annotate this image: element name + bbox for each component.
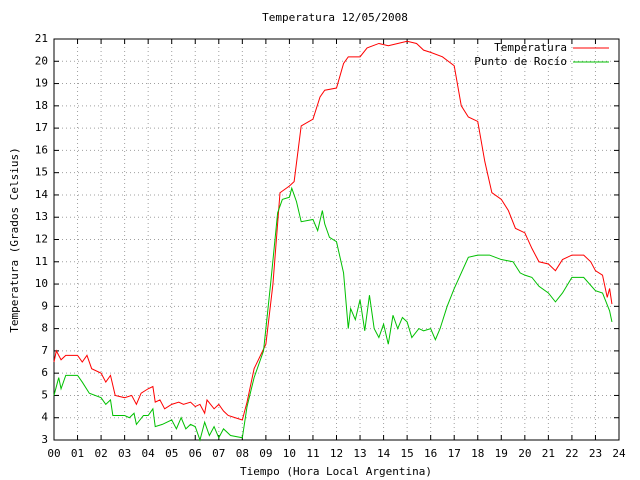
x-tick-label: 12	[330, 447, 343, 460]
x-tick-label: 21	[542, 447, 555, 460]
x-tick-label: 09	[259, 447, 272, 460]
y-tick-label: 15	[35, 166, 48, 179]
x-tick-label: 17	[448, 447, 461, 460]
y-tick-label: 6	[41, 366, 48, 379]
x-tick-label: 10	[283, 447, 296, 460]
x-tick-label: 11	[306, 447, 319, 460]
x-tick-label: 00	[47, 447, 60, 460]
x-tick-label: 03	[118, 447, 131, 460]
x-tick-label: 22	[565, 447, 578, 460]
y-tick-label: 11	[35, 255, 48, 268]
y-tick-label: 8	[41, 322, 48, 335]
y-tick-label: 16	[35, 143, 48, 156]
data-line	[53, 186, 613, 442]
x-tick-label: 05	[165, 447, 178, 460]
x-axis-label: Tiempo (Hora Local Argentina)	[240, 465, 432, 478]
data-line	[53, 40, 613, 421]
y-tick-label: 17	[35, 121, 48, 134]
x-tick-label: 23	[589, 447, 602, 460]
y-tick-label: 7	[41, 344, 48, 357]
y-tick-label: 9	[41, 299, 48, 312]
y-tick-label: 18	[35, 99, 48, 112]
x-tick-label: 02	[94, 447, 107, 460]
x-tick-label: 08	[236, 447, 249, 460]
y-axis-label: Temperatura (Grados Celsius)	[8, 147, 21, 332]
x-tick-label: 18	[471, 447, 484, 460]
x-tick-label: 15	[401, 447, 414, 460]
y-tick-label: 3	[41, 433, 48, 446]
y-tick-label: 13	[35, 210, 48, 223]
chart-title: Temperatura 12/05/2008	[262, 11, 408, 24]
x-tick-label: 01	[71, 447, 84, 460]
x-tick-label: 19	[495, 447, 508, 460]
x-tick-label: 14	[377, 447, 391, 460]
x-tick-label: 24	[612, 447, 626, 460]
plot-frame	[53, 38, 620, 441]
y-tick-label: 21	[35, 32, 48, 45]
x-tick-label: 13	[353, 447, 366, 460]
y-tick-label: 4	[41, 411, 48, 424]
y-tick-label: 10	[35, 277, 48, 290]
x-tick-label: 04	[142, 447, 156, 460]
y-tick-label: 5	[41, 388, 48, 401]
y-tick-label: 19	[35, 77, 48, 90]
x-tick-label: 16	[424, 447, 437, 460]
x-tick-label: 20	[518, 447, 531, 460]
legend-label: Punto de Rocío	[474, 55, 567, 68]
x-tick-label: 07	[212, 447, 225, 460]
legend-label: Temperatura	[494, 41, 567, 54]
y-tick-label: 20	[35, 54, 48, 67]
x-tick-label: 06	[189, 447, 202, 460]
y-tick-label: 12	[35, 233, 48, 246]
y-tick-label: 14	[35, 188, 49, 201]
